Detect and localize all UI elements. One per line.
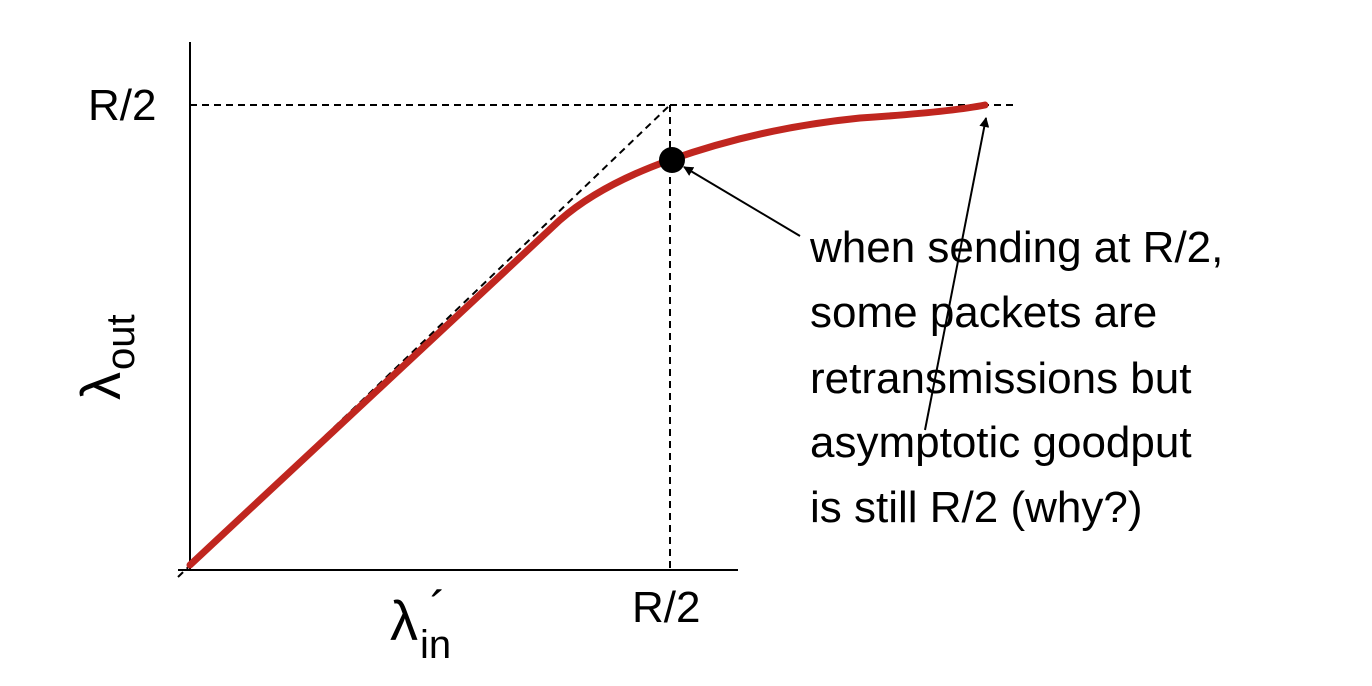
symbol: λ [69, 372, 132, 400]
throughput-curve [186, 101, 989, 569]
arrow [683, 166, 801, 237]
subscript: out [99, 314, 143, 370]
point [659, 147, 685, 173]
annotation-line: retransmissions but [810, 354, 1191, 403]
annotation-line: some packets are [810, 288, 1157, 337]
annotation-line: asymptotic goodput [810, 418, 1192, 467]
arrow [924, 117, 990, 431]
annotation-line: is still R/2 (why?) [810, 483, 1143, 532]
symbol: λ [390, 589, 418, 652]
annotation: when sending at R/2, some packets are re… [809, 223, 1223, 532]
subscript: in [420, 623, 451, 667]
y-tick-label: R/2 [88, 81, 156, 130]
prime: ´ [430, 583, 446, 636]
annotation-line: when sending at R/2, [809, 223, 1223, 272]
y-axis-label: λ out [69, 314, 143, 400]
x-axis-label: λ ´ in [390, 583, 451, 667]
x-tick-label: R/2 [632, 583, 700, 632]
